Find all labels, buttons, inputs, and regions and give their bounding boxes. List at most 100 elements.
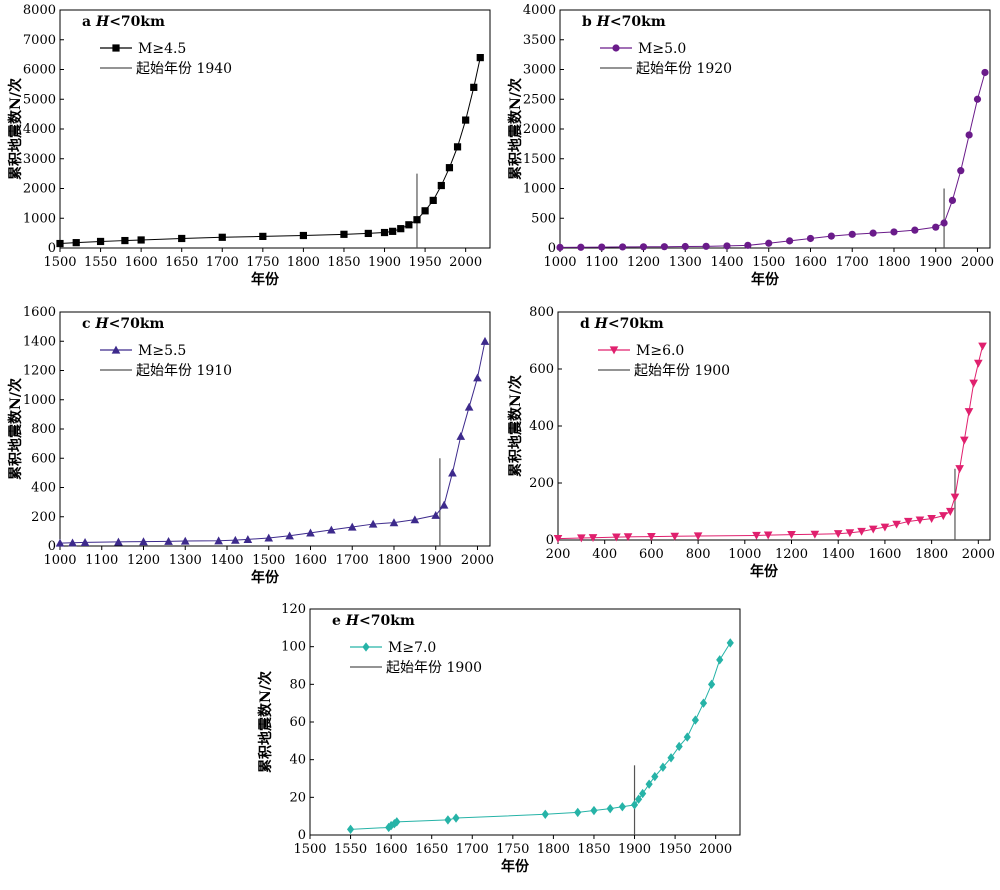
- legend-start-year-text: 起始年份 1900: [634, 363, 730, 379]
- y-axis-label: 累积地震数N/次: [507, 78, 524, 180]
- y-tick-label: 8000: [23, 3, 56, 18]
- panel-title-variable: H: [345, 613, 360, 629]
- x-tick-label: 1600: [794, 255, 827, 270]
- data-point: [340, 230, 348, 238]
- y-tick-label: 0: [546, 533, 554, 548]
- y-tick-label: 500: [531, 211, 556, 226]
- data-point: [164, 537, 173, 545]
- y-tick-label: 3000: [23, 152, 56, 167]
- legend-start-year-value: 1910: [196, 363, 232, 379]
- x-tick-label: 2000: [449, 255, 482, 270]
- data-point: [806, 234, 815, 243]
- data-point: [393, 817, 401, 827]
- legend-series-label: M≥7.0: [388, 640, 436, 656]
- data-point: [681, 242, 689, 251]
- data-point: [848, 230, 856, 238]
- data-point: [845, 529, 855, 538]
- y-tick-label: 1500: [523, 152, 556, 167]
- plot-frame: [59, 311, 491, 547]
- data-point: [693, 532, 703, 541]
- x-tick-label: 1900: [618, 842, 651, 857]
- data-point: [121, 236, 129, 245]
- panel-letter: d: [580, 316, 590, 332]
- data-point: [431, 510, 441, 519]
- data-point: [137, 236, 145, 244]
- x-tick-label: 1800: [537, 842, 570, 857]
- legend-marker: [112, 44, 120, 52]
- data-point: [114, 537, 123, 546]
- x-tick-label: 1700: [336, 553, 369, 568]
- x-tick-label: 1700: [456, 842, 489, 857]
- panel-title-range: <70km: [608, 316, 664, 332]
- data-point: [880, 523, 890, 532]
- y-tick-label: 1000: [23, 211, 56, 226]
- data-point: [716, 655, 724, 665]
- x-tick-label: 1700: [206, 255, 239, 270]
- y-tick-label: 1400: [23, 334, 56, 349]
- x-tick-label: 800: [686, 547, 711, 562]
- data-point: [180, 536, 190, 545]
- data-point: [470, 83, 478, 91]
- data-point: [410, 515, 420, 524]
- data-point: [787, 530, 796, 539]
- x-tick-label: 1500: [43, 255, 76, 270]
- data-point: [264, 533, 274, 542]
- x-tick-label: 1100: [585, 255, 618, 270]
- x-tick-label: 1800: [915, 547, 948, 562]
- y-tick-label: 4000: [523, 3, 556, 18]
- data-point: [397, 225, 405, 233]
- panel-letter: b: [582, 14, 592, 30]
- data-point: [948, 196, 957, 204]
- y-tick-label: 100: [281, 640, 306, 655]
- data-point: [437, 181, 445, 190]
- data-point: [368, 519, 378, 528]
- y-tick-label: 1000: [523, 182, 556, 197]
- data-point: [973, 95, 982, 103]
- data-point: [691, 715, 699, 725]
- legend-series-label: M≥5.5: [138, 343, 186, 359]
- panel-letter: e: [332, 613, 341, 629]
- data-point: [445, 164, 454, 172]
- data-point: [645, 779, 653, 789]
- data-point: [541, 809, 549, 819]
- data-point: [639, 243, 648, 251]
- y-axis-label: 累积地震数N/次: [7, 78, 24, 180]
- data-point: [702, 242, 710, 250]
- y-tick-label: 1200: [23, 364, 56, 379]
- legend-series-label: M≥5.0: [638, 41, 686, 57]
- data-point: [726, 638, 734, 648]
- data-point: [786, 237, 794, 245]
- data-point: [456, 431, 466, 440]
- panel-letter: a: [82, 14, 91, 30]
- panel-title-range: <70km: [109, 316, 165, 332]
- panel-title: b H<70km: [582, 14, 666, 30]
- x-tick-label: 1400: [822, 547, 855, 562]
- chart-svg-a: 0 1000 2000 3000 4000 5000 6000 7000 8000 1500 155…: [7, 3, 491, 288]
- x-tick-label: 1750: [496, 842, 529, 857]
- x-axis-label: 年份: [251, 271, 280, 288]
- x-tick-label: 1500: [252, 553, 285, 568]
- data-point: [892, 520, 901, 529]
- y-tick-label: 600: [31, 451, 56, 466]
- panel-title-variable: H: [95, 14, 110, 30]
- legend-start-year-value: 1920: [696, 61, 732, 77]
- data-point: [556, 243, 564, 252]
- data-point: [480, 336, 490, 345]
- data-point: [389, 518, 399, 527]
- panel-title-range: <70km: [359, 613, 415, 629]
- y-axis-label: 累积地震数N/次: [7, 378, 24, 480]
- data-point: [453, 143, 462, 151]
- data-point: [964, 408, 974, 417]
- data-point: [56, 239, 64, 248]
- data-point: [476, 54, 484, 62]
- data-point: [612, 533, 621, 542]
- x-tick-label: 1750: [246, 255, 279, 270]
- x-tick-label: 1000: [543, 255, 576, 270]
- data-point: [178, 234, 186, 243]
- data-point: [911, 226, 919, 234]
- data-point: [974, 359, 983, 368]
- series-line: [59, 341, 486, 544]
- legend-series-label: M≥4.5: [138, 41, 186, 57]
- x-tick-label: 1300: [669, 255, 702, 270]
- x-tick-label: 1550: [334, 842, 367, 857]
